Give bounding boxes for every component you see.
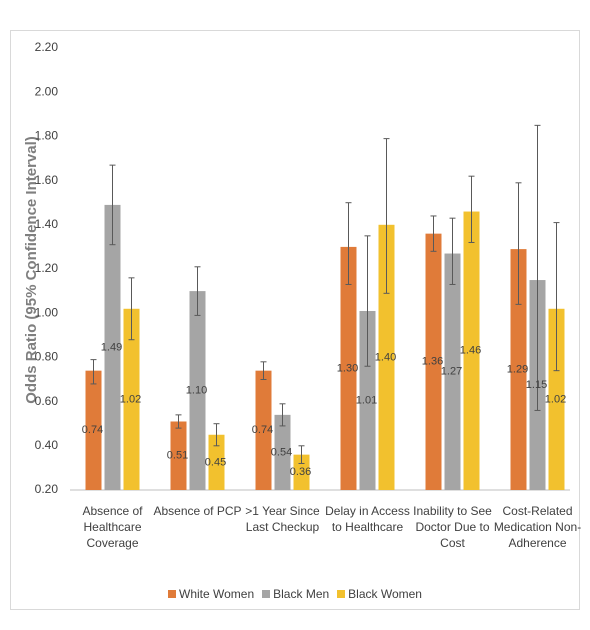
legend-item: Black Women [337,587,422,601]
data-label: 1.36 [422,356,443,368]
data-label: 0.54 [271,446,292,458]
legend-label: Black Women [348,587,422,601]
y-tick-label: 0.20 [35,482,59,496]
chart-frame [10,30,580,610]
y-tick-label: 2.00 [35,84,59,98]
y-tick-label: 1.40 [35,217,59,231]
data-label: 0.36 [290,466,311,478]
data-label: 1.15 [526,379,547,391]
bar [340,246,357,490]
legend-swatch [168,590,176,598]
bar [85,370,102,490]
legend-label: White Women [179,587,255,601]
x-tick-label: Cost-Related Medication Non-Adherence [493,504,582,550]
error-bar [364,235,371,367]
error-bar [534,124,541,411]
y-tick-label: 0.40 [35,438,59,452]
bar [274,414,291,490]
error-bar [515,182,522,305]
data-label: 1.02 [545,393,566,405]
bar [189,291,206,490]
y-tick-label: 1.20 [35,261,59,275]
bar [123,308,140,490]
bar [208,434,225,490]
y-tick-label: 0.80 [35,350,59,364]
error-bar [553,222,560,372]
bar [378,224,395,491]
x-tick-label: Delay in Access to Healthcare [325,504,410,534]
x-tick-label: Inability to See Doctor Due to Cost [413,504,492,550]
error-bar [345,202,352,285]
y-tick-label: 2.20 [35,40,59,54]
x-tick-label: Absence of Healthcare Coverage [82,504,143,550]
error-bar [468,175,475,243]
y-tick-label: 1.00 [35,305,59,319]
y-tick-label: 0.60 [35,394,59,408]
bar [170,421,187,490]
error-bar [213,423,220,447]
legend-item: White Women [168,587,254,601]
error-bar [298,445,305,464]
bar [463,211,480,491]
bar [104,204,121,490]
error-bar [194,266,201,316]
error-bar [260,361,267,380]
data-label: 1.10 [186,384,207,396]
data-label: 1.01 [356,394,377,406]
legend: White Women Black Men Black Women [0,587,590,601]
data-label: 1.49 [101,341,122,353]
bar [510,249,527,490]
bar [359,310,376,490]
bar [293,454,310,490]
legend-item: Black Men [262,587,329,601]
data-label: 0.45 [205,456,226,468]
data-label: 0.74 [82,424,103,436]
error-bar [175,414,182,429]
bar [255,370,272,490]
error-bar [430,215,437,252]
data-label: 1.30 [337,362,358,374]
error-bar [383,138,390,294]
data-label: 1.27 [441,366,462,378]
bar [444,253,461,490]
x-tick-label: >1 Year Since Last Checkup [245,504,320,534]
error-bar [128,277,135,341]
error-bar [279,403,286,427]
bar [425,233,442,490]
legend-swatch [262,590,271,598]
data-label: 1.29 [507,363,528,375]
y-tick-label: 1.80 [35,129,59,143]
data-label: 1.40 [375,351,396,363]
legend-swatch [337,590,346,598]
y-axis-title: Odds Ratio (95% Confidence Interval) [23,136,40,404]
x-tick-label: Absence of PCP [153,504,242,518]
y-tick-label: 1.60 [35,173,59,187]
error-bar [90,359,97,385]
data-label: 1.46 [460,345,481,357]
legend-label: Black Men [273,587,330,601]
error-bar [109,164,116,246]
data-label: 1.02 [120,393,141,405]
bar [548,308,565,490]
error-bar [449,217,456,285]
data-label: 0.51 [167,450,188,462]
data-label: 0.74 [252,424,273,436]
